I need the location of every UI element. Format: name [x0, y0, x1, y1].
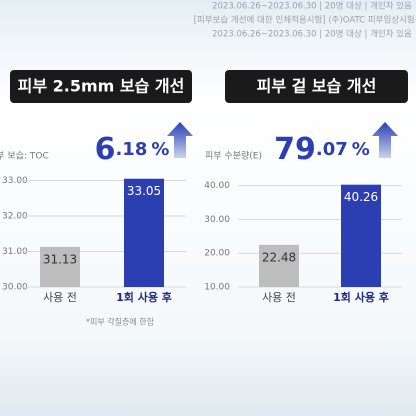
y-tick-label: 31.00 — [2, 247, 28, 257]
footnote: *피부 각질층에 한함 — [86, 317, 155, 327]
change-minor: .18 — [115, 139, 147, 160]
x-tick-label: 1회 사용 후 — [333, 290, 389, 304]
value-label: 31.13 — [43, 252, 77, 266]
note: [피부보습 개선에 대한 인체적용시험] (주)OATC 피부임상시험센터 — [194, 15, 416, 26]
note: 2023.06.26~2023.06.30 | 20명 대상 | 개인차 있음 — [212, 1, 412, 12]
y-tick-label: 32.00 — [2, 212, 28, 222]
change-minor: .07 — [316, 139, 348, 160]
value-label: 33.05 — [127, 184, 161, 198]
change-label: 6.18% — [95, 132, 170, 167]
bar — [124, 178, 164, 287]
value-label: 40.26 — [344, 190, 378, 204]
y-tick-label: 10.00 — [204, 283, 230, 293]
x-tick-label: 1회 사용 후 — [116, 290, 172, 304]
y-tick-label: 20.00 — [204, 249, 230, 259]
bar — [341, 184, 381, 287]
y-axis-label: 피부 보습: TOC — [0, 151, 49, 162]
change-major: 6 — [95, 132, 116, 167]
y-tick-label: 33.00 — [2, 176, 28, 186]
x-tick-label: 사용 전 — [262, 291, 296, 304]
y-tick-label: 30.00 — [2, 283, 28, 293]
title-box — [10, 70, 192, 103]
bar — [40, 246, 80, 287]
up-arrow — [167, 122, 193, 158]
change-label: 79.07% — [274, 132, 370, 167]
y-tick-label: 40.00 — [204, 181, 230, 191]
note: 2023.06.26~2023.06.30 | 20명 대상 | 개인차 있음 — [212, 29, 412, 40]
x-tick-label: 사용 전 — [43, 291, 77, 304]
y-axis-label: 피부 수분량(E) — [205, 150, 262, 162]
up-arrow — [372, 122, 398, 158]
value-label: 22.48 — [262, 250, 296, 264]
title-box — [225, 70, 408, 103]
change-unit: % — [352, 139, 370, 160]
bar — [259, 244, 299, 287]
chart-title: 피부 겉 보습 개선 — [257, 77, 377, 96]
change-major: 79 — [274, 132, 316, 167]
change-unit: % — [151, 139, 169, 160]
y-tick-label: 30.00 — [204, 215, 230, 225]
chart-title: 피부 2.5mm 보습 개선 — [18, 77, 185, 96]
